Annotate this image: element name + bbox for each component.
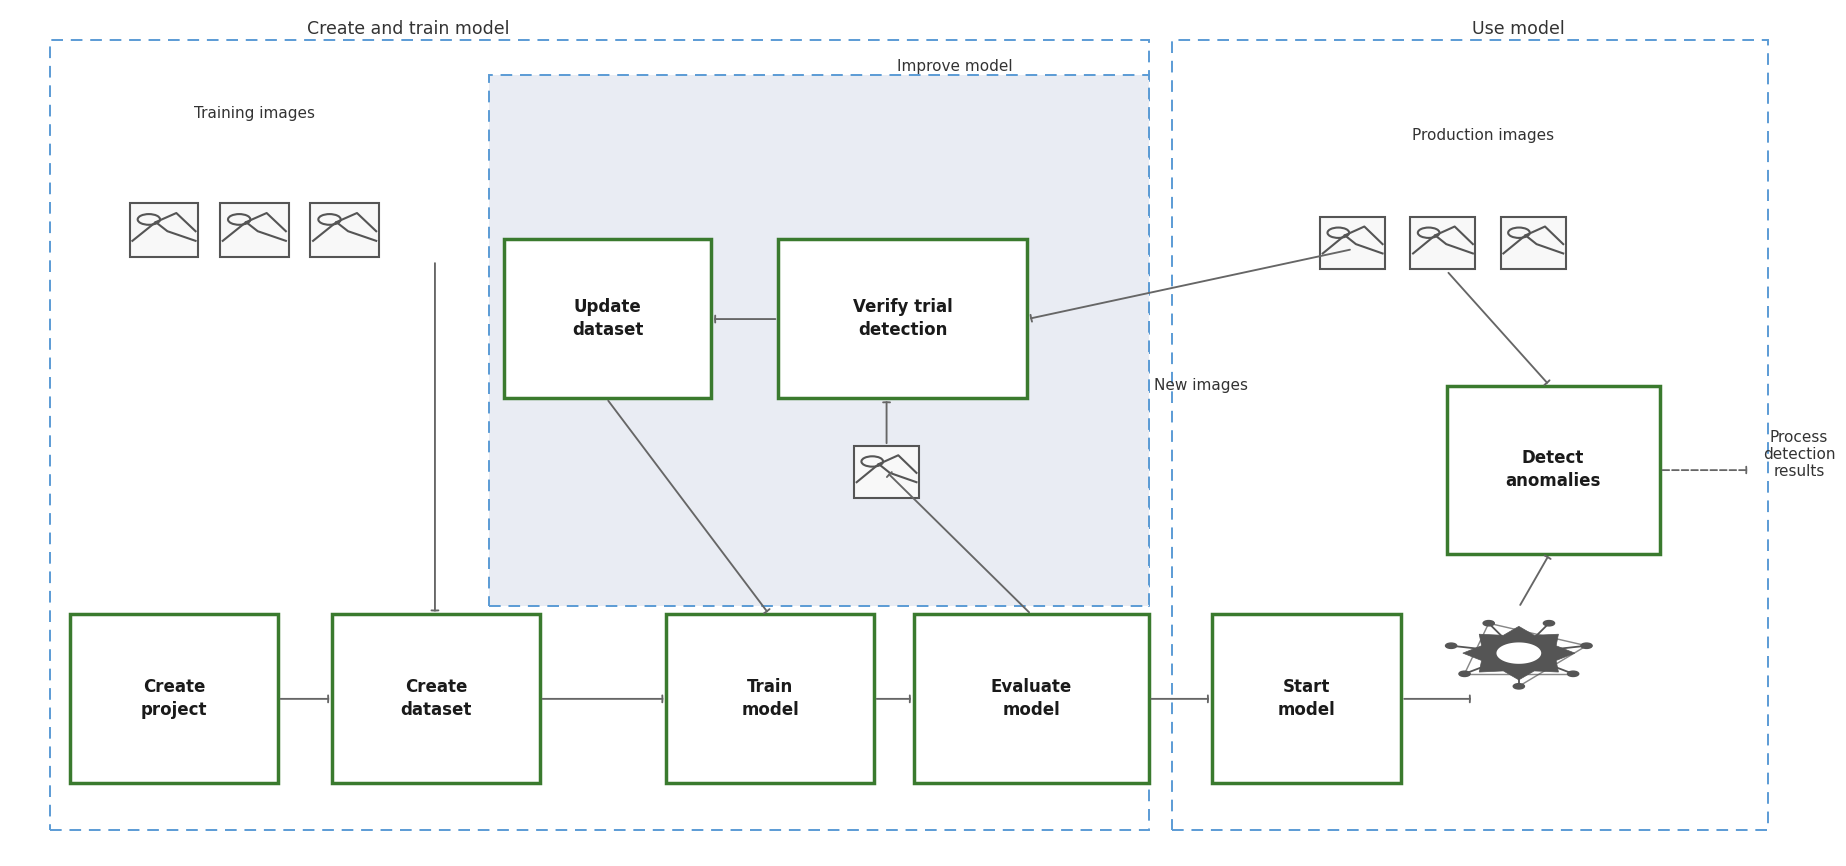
Bar [310,204,378,257]
Circle shape [1445,643,1456,649]
Bar [666,614,873,783]
Bar [504,239,711,398]
Text: Use model: Use model [1473,20,1565,38]
Text: Evaluate
model: Evaluate model [991,677,1073,720]
Bar [70,614,277,783]
Bar [489,74,1148,605]
Polygon shape [1462,626,1575,680]
Bar [332,614,539,783]
Bar [1410,217,1475,269]
Text: Create and train model: Create and train model [306,20,509,38]
Text: Training images: Training images [194,107,316,121]
Bar [1211,614,1401,783]
Text: Start
model: Start model [1277,677,1335,720]
Circle shape [1580,643,1591,649]
Circle shape [1458,671,1469,676]
Text: Process
detection
results: Process detection results [1763,430,1835,480]
Text: Train
model: Train model [742,677,799,720]
Text: Verify trial
detection: Verify trial detection [853,298,953,339]
Bar [1320,217,1384,269]
Text: New images: New images [1154,378,1248,393]
Text: Improve model: Improve model [897,59,1013,74]
Text: Detect
anomalies: Detect anomalies [1506,449,1600,490]
Polygon shape [1497,643,1541,664]
Bar [129,204,198,257]
Text: Create
dataset: Create dataset [401,677,471,720]
Text: Production images: Production images [1412,127,1554,143]
Bar [855,446,919,498]
Circle shape [1567,671,1578,676]
Bar [220,204,288,257]
Circle shape [1543,621,1554,626]
Text: Update
dataset: Update dataset [572,298,642,339]
Bar [1447,385,1660,554]
Bar [50,40,1148,830]
Bar [1172,40,1768,830]
Circle shape [1482,621,1493,626]
Circle shape [1514,683,1525,689]
Bar [914,614,1148,783]
Text: Create
project: Create project [140,677,207,720]
Bar [1501,217,1565,269]
Bar [779,239,1028,398]
